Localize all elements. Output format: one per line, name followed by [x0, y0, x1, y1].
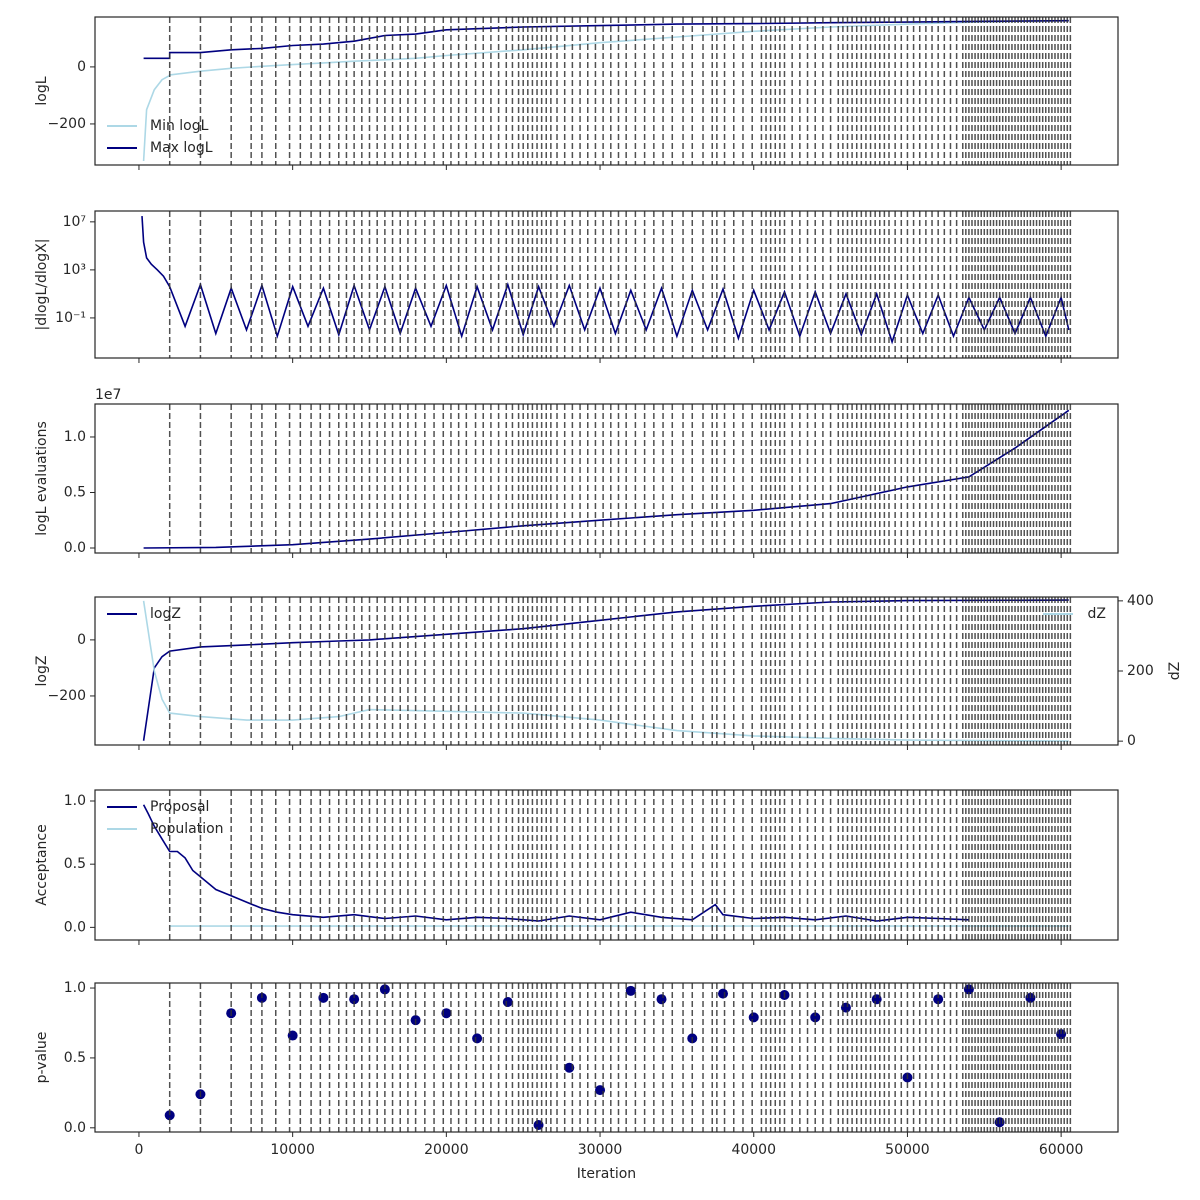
y-tick-label: 0	[77, 632, 86, 648]
y-tick-label: 1.0	[64, 429, 86, 445]
x-tick-label: 20000	[424, 1142, 469, 1158]
x-tick-label: 30000	[578, 1142, 623, 1158]
y-tick-label: 10⁻¹	[55, 310, 86, 326]
point	[933, 994, 944, 1005]
point	[349, 994, 360, 1005]
y2-tick-label: 400	[1127, 593, 1154, 609]
legend-label: Min logL	[150, 118, 209, 134]
x-tick-label: 0	[134, 1142, 143, 1158]
series-line	[143, 19, 1069, 60]
y-tick-label: 0.5	[64, 484, 86, 500]
x-tick-label: 10000	[270, 1142, 315, 1158]
y-axis-label: |dlogL/dlogX|	[34, 239, 50, 331]
y-tick-label: 0.0	[64, 540, 86, 556]
series-line	[142, 599, 1069, 741]
axes-frame	[94, 982, 1119, 1133]
legend-label: Proposal	[150, 799, 209, 815]
y2-tick-label: 0	[1127, 733, 1136, 749]
point	[164, 1110, 175, 1121]
y-tick-label: 1.0	[64, 793, 86, 809]
legend-label: Population	[150, 821, 224, 837]
series-line	[141, 216, 1070, 345]
point	[502, 997, 513, 1008]
y-axis-label: p-value	[34, 1032, 50, 1084]
axes-frame	[94, 16, 1119, 166]
series-line	[142, 804, 969, 922]
x-tick-label: 50000	[885, 1142, 930, 1158]
legend-label: dZ	[1088, 606, 1106, 622]
point	[656, 994, 667, 1005]
offset-label: 1e7	[95, 387, 121, 403]
series-line	[143, 409, 1070, 549]
y-tick-label: 0.5	[64, 1050, 86, 1066]
legend-label: Max logL	[150, 140, 213, 156]
y-axis-label: Acceptance	[34, 824, 50, 905]
axes-frame	[94, 789, 1119, 941]
y-axis-label: logL	[34, 76, 50, 105]
y-tick-label: 0.5	[64, 856, 86, 872]
y-tick-label: 0.0	[64, 919, 86, 935]
x-axis-label: Iteration	[577, 1166, 636, 1182]
y-tick-label: 10³	[63, 262, 86, 278]
y-tick-label: 0	[77, 59, 86, 75]
y2-tick-label: 200	[1127, 663, 1154, 679]
point	[810, 1012, 821, 1023]
axes-frame	[94, 403, 1119, 554]
axes-frame	[94, 210, 1119, 359]
y2-axis-label: dZ	[1167, 662, 1183, 680]
y-tick-label: −200	[48, 688, 86, 704]
x-tick-label: 60000	[1039, 1142, 1084, 1158]
x-tick-label: 40000	[731, 1142, 776, 1158]
y-tick-label: 1.0	[64, 980, 86, 996]
legend-label: logZ	[150, 606, 181, 622]
y-tick-label: 0.0	[64, 1120, 86, 1136]
y-tick-label: −200	[48, 116, 86, 132]
series-line	[142, 19, 1069, 162]
point	[748, 1012, 759, 1023]
y-axis-label: logL evaluations	[34, 421, 50, 536]
y-tick-label: 10⁷	[63, 214, 86, 230]
series-line	[142, 600, 1069, 742]
point	[472, 1033, 483, 1044]
point	[718, 988, 729, 999]
point	[379, 984, 390, 995]
y-axis-label: logZ	[34, 656, 50, 687]
point	[625, 985, 636, 996]
